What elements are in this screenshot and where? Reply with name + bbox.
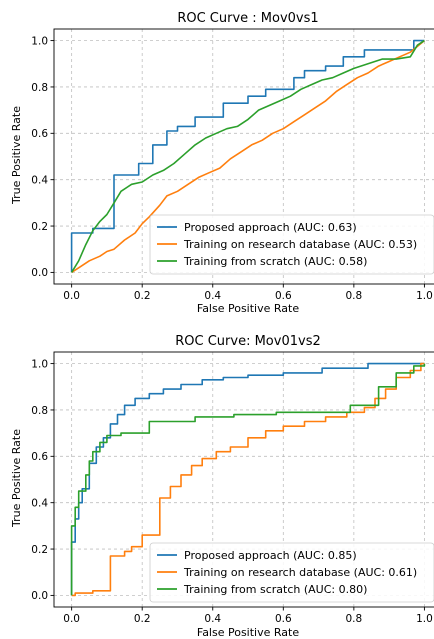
series-line-scratch	[70, 363, 426, 596]
chart-panel-mov0vs1: ROC Curve : Mov0vs1 False Positive Rate …	[10, 11, 434, 315]
x-tick-label: 0.6	[275, 613, 292, 625]
x-tick-label: 0.6	[275, 290, 292, 302]
y-tick-label: 0.4	[31, 174, 48, 186]
x-tick-label: 0.8	[346, 613, 363, 625]
x-tick-label: 1.0	[416, 290, 433, 302]
plot-frame	[53, 351, 434, 608]
series-line-scratch	[70, 39, 425, 273]
x-tick-label: 0.0	[63, 290, 80, 302]
legend-box	[149, 542, 434, 603]
series-line-proposed	[70, 39, 425, 273]
legend-label: Training on research database (AUC: 0.53…	[183, 238, 417, 251]
legend-label: Proposed approach (AUC: 0.63)	[184, 221, 357, 234]
legend-label: Training from scratch (AUC: 0.58)	[183, 255, 367, 268]
ticks: 0.0 0.2 0.4 0.6 0.8 1.0 0.0 0.2 0.4 0.6 0.8 1.0	[31, 358, 432, 625]
x-tick-label: 0.2	[134, 613, 151, 625]
x-tick-label: 0.4	[204, 290, 221, 302]
y-tick-label: 0.8	[31, 405, 48, 417]
x-tick-label: 0.0	[63, 613, 80, 625]
y-tick-label: 0.8	[31, 82, 48, 94]
y-tick-label: 0.6	[31, 451, 48, 463]
legend-box	[149, 214, 434, 275]
y-axis-label: True Positive Rate	[10, 429, 23, 528]
y-tick-label: 0.2	[31, 544, 48, 556]
x-axis-label: False Positive Rate	[197, 626, 299, 639]
series-layer	[70, 362, 426, 597]
x-tick-label: 0.8	[346, 290, 363, 302]
chart-panel-mov01vs2: ROC Curve: Mov01vs2 False Positive Rate …	[10, 334, 434, 639]
chart-title: ROC Curve : Mov0vs1	[177, 11, 318, 26]
y-tick-label: 0.2	[31, 221, 48, 233]
chart-title: ROC Curve: Mov01vs2	[175, 334, 320, 349]
y-tick-label: 0.6	[31, 128, 48, 140]
series-line-research	[71, 39, 425, 274]
series-line-proposed	[70, 362, 425, 596]
x-tick-label: 0.2	[134, 290, 151, 302]
y-tick-label: 0.0	[31, 590, 48, 602]
series-line-research	[71, 362, 425, 597]
y-tick-label: 0.4	[31, 497, 48, 509]
ticks: 0.0 0.2 0.4 0.6 0.8 1.0 0.0 0.2 0.4 0.6 0.8 1.0	[31, 35, 432, 302]
legend: Proposed approach (AUC: 0.63) Training on…	[149, 214, 434, 275]
y-tick-label: 1.0	[31, 358, 48, 370]
series-layer	[70, 39, 425, 274]
x-tick-label: 0.4	[204, 613, 221, 625]
legend-label: Training from scratch (AUC: 0.80)	[183, 583, 367, 596]
legend-label: Training on research database (AUC: 0.61…	[183, 566, 417, 579]
x-tick-label: 1.0	[416, 613, 433, 625]
x-axis-label: False Positive Rate	[197, 302, 299, 315]
y-axis-label: True Positive Rate	[10, 106, 23, 205]
legend: Proposed approach (AUC: 0.85) Training on…	[149, 542, 434, 603]
y-tick-label: 1.0	[31, 35, 48, 47]
plot-frame	[53, 28, 434, 285]
legend-label: Proposed approach (AUC: 0.85)	[184, 549, 357, 562]
y-tick-label: 0.0	[31, 267, 48, 279]
